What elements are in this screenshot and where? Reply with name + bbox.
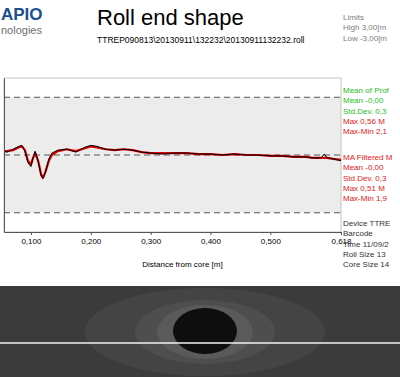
roll-core: [173, 308, 237, 354]
x-tick-label: 0,400: [201, 237, 222, 246]
roll-ring: [135, 300, 275, 364]
x-axis-label: Distance from core [m]: [142, 260, 222, 269]
panel-text: Max 0,51 M: [343, 184, 385, 193]
roll-photo: [0, 286, 400, 377]
panel-text: Std.Dev. 0,3: [343, 174, 387, 183]
panel-text: Limits: [343, 13, 364, 22]
panel-text: Mean of Prof: [343, 86, 390, 95]
y-axis-line: [4, 79, 5, 233]
x-axis-line: [5, 232, 342, 233]
y-axis: [4, 79, 5, 233]
panel-group: LimitsHigh 3,00[m Low -3,00[m: [343, 13, 387, 43]
x-tick-label: 0,100: [21, 237, 42, 246]
plot-frame: [4, 78, 341, 232]
chart-container: APIOnologies Roll end shape TTREP090813\20…: [0, 0, 400, 377]
x-tick-mark: [211, 232, 212, 235]
background: [0, 0, 400, 377]
chart-root: APIOnologies Roll end shape TTREP090813\20…: [0, 0, 400, 377]
roll-ring: [85, 288, 325, 376]
x-tick-label: 0,200: [81, 237, 102, 246]
x-tick-mark: [31, 232, 32, 235]
x-tick-mark: [151, 232, 152, 235]
chart-title: Roll end shape: [97, 5, 244, 30]
x-axis: 0,1000,2000,3000,4000,5000,618: [5, 232, 353, 246]
x-tick-mark: [341, 232, 342, 235]
panel-text: Low -3,00[m: [343, 34, 387, 43]
panel-text: Mean -0,00: [343, 96, 384, 105]
series-line: [4, 145, 341, 178]
photo-background: [0, 286, 400, 377]
plot-marks: [4, 145, 341, 178]
x-tick: 0,400: [201, 232, 222, 246]
panel-text: Barcode: [343, 229, 373, 238]
panel-group: Device TTREBarcode Time 11/09/2Roll Size …: [343, 219, 390, 269]
panel-text: Mean -0,00: [343, 163, 384, 172]
panel-text: Core Size 14: [343, 260, 390, 269]
roll-ring: [157, 305, 253, 359]
panel-text: MA Filtered M: [343, 153, 393, 162]
panel-text: Device TTRE: [343, 219, 390, 228]
chart-subtitle: TTREP090813\20130911\132232\201309111322…: [97, 35, 305, 45]
panel-text: Max-Min 2,1: [343, 127, 388, 136]
x-tick-mark: [270, 232, 271, 235]
panel-text: Std.Dev. 0,3: [343, 107, 387, 116]
limit-band: [4, 97, 341, 213]
logo-text: APIO: [1, 5, 43, 24]
x-tick-label: 0,500: [261, 237, 282, 246]
grid: [4, 97, 341, 213]
panel-text: Time 11/09/2: [343, 240, 389, 249]
panel-text: Max-Min 1,9: [343, 194, 388, 203]
panel-group: Mean of ProfMean -0,00 Std.Dev. 0,3Max 0,…: [343, 86, 390, 136]
grid-line: [4, 212, 341, 213]
panel-text: Roll Size 13: [343, 250, 386, 259]
x-tick: 0,500: [261, 232, 282, 246]
panel-text: High 3,00[m: [343, 23, 386, 32]
x-tick-label: 0,300: [141, 237, 162, 246]
grid-line: [4, 97, 341, 98]
x-tick: 0,100: [21, 232, 42, 246]
panel-group: MA Filtered MMean -0,00 Std.Dev. 0,3Max 0…: [343, 153, 393, 203]
x-tick: 0,200: [81, 232, 102, 246]
series-line: [4, 146, 341, 178]
laser-line: [0, 342, 400, 344]
x-tick: 0,300: [141, 232, 162, 246]
grid-line: [4, 155, 341, 156]
x-tick-mark: [91, 232, 92, 235]
panel-text: Max 0,56 M: [343, 117, 385, 126]
logo-text: nologies: [1, 24, 42, 36]
